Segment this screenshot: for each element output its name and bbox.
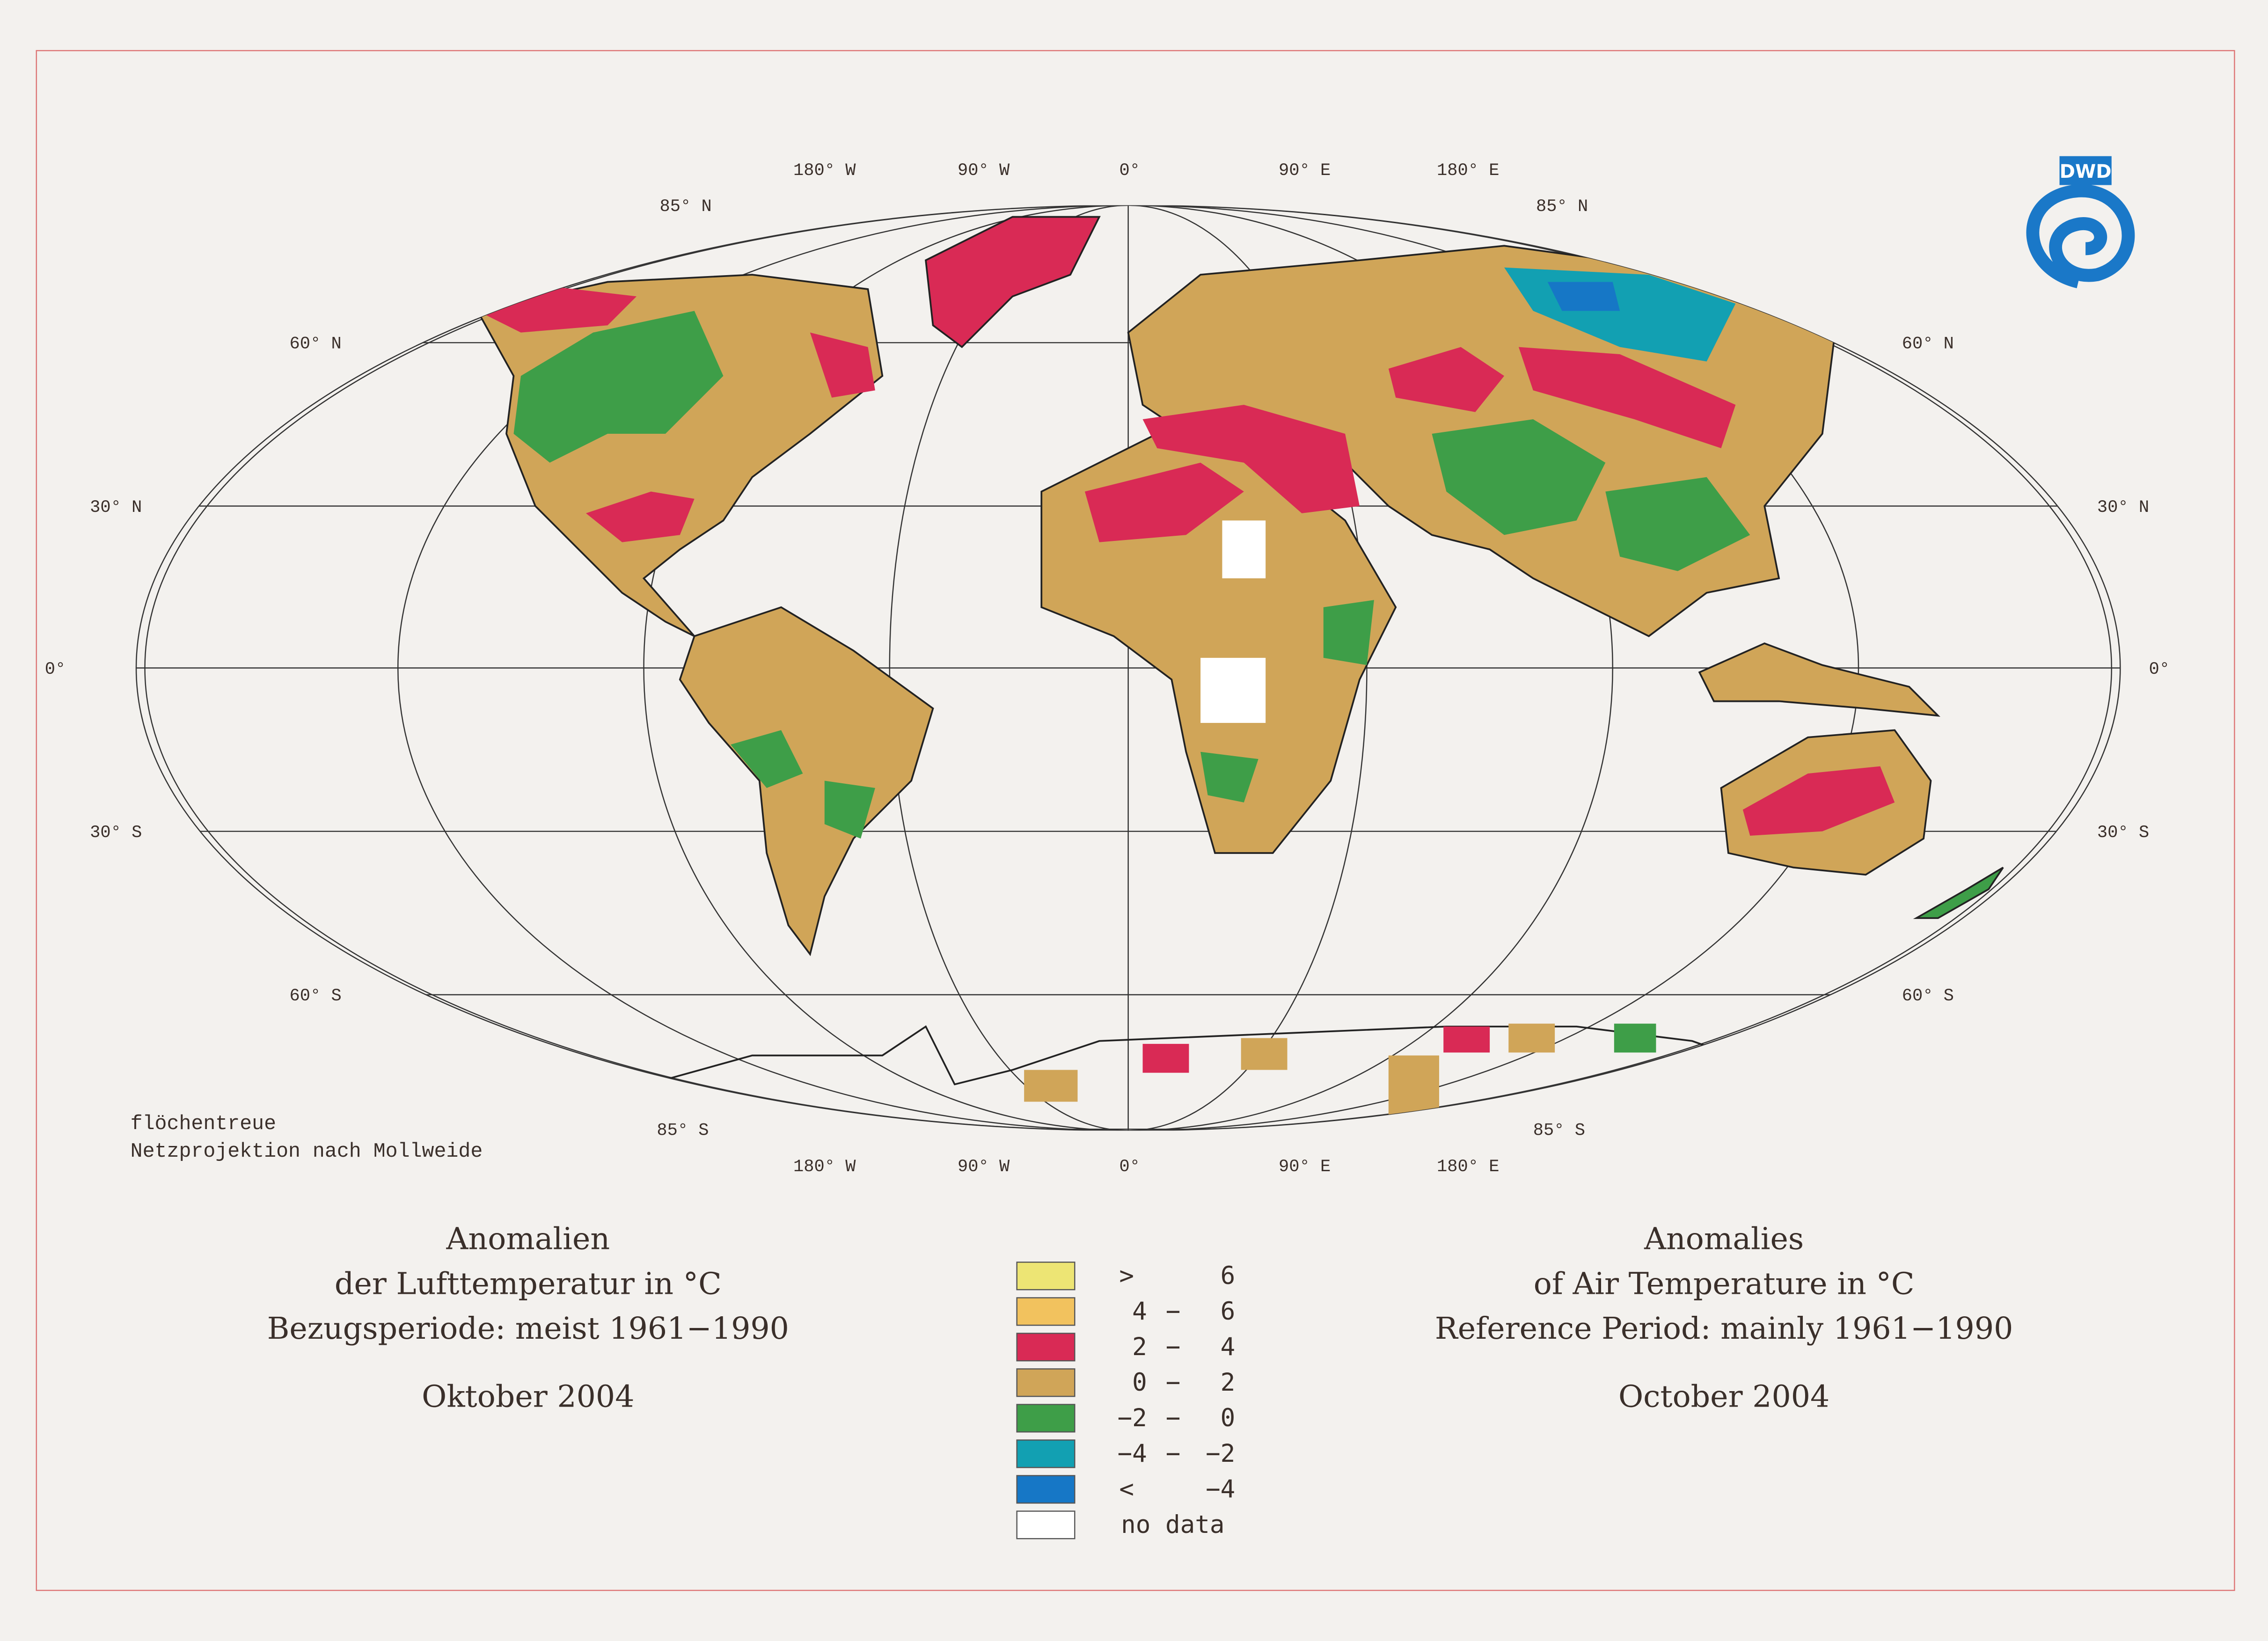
- anomaly-region: [1388, 347, 1505, 412]
- legend-high: 2: [1221, 1368, 1236, 1397]
- logo-badge: [2059, 156, 2112, 185]
- meridian-label: 180° E: [1437, 161, 1499, 181]
- anomaly-region: [1508, 1023, 1555, 1053]
- legend-low: 2: [1132, 1333, 1147, 1361]
- anomaly-region: [1142, 1043, 1189, 1073]
- anomaly-region: [1698, 642, 1940, 717]
- legend-high: 4: [1221, 1333, 1236, 1361]
- legend-swatch: [1016, 1404, 1075, 1433]
- anomaly-region: [1913, 867, 2004, 919]
- meridian-label: 180° W: [793, 1157, 856, 1177]
- parallel-label: 85° S: [657, 1121, 709, 1141]
- legend: >64−62−40−2−2−0−4− −2< −4no data: [1016, 1262, 1236, 1539]
- title-de: Oktober 2004: [422, 1379, 634, 1414]
- legend-low: 4: [1132, 1297, 1147, 1326]
- anomaly-region: [1432, 419, 1606, 535]
- titles: Anomalien der Lufttemperatur in °C Bezugsp…: [267, 1222, 2013, 1415]
- legend-swatch: [1016, 1333, 1075, 1362]
- legend-swatch: [1016, 1297, 1075, 1326]
- meridian-label: 90° E: [1279, 161, 1331, 181]
- anomaly-region: [1024, 1070, 1078, 1102]
- legend-sep: −: [1166, 1333, 1181, 1361]
- title-de: Bezugsperiode: meist 1961−1990: [267, 1311, 789, 1346]
- legend-high: −2: [1206, 1439, 1235, 1468]
- frame: [36, 50, 2235, 1591]
- legend-high: 0: [1221, 1404, 1236, 1432]
- anomaly-region: [925, 216, 1101, 349]
- legend-sep: −: [1166, 1439, 1181, 1468]
- anomaly-region: [1142, 405, 1360, 513]
- legend-sep: −: [1166, 1404, 1181, 1432]
- title-en: Anomalies: [1644, 1222, 1804, 1257]
- title-en: October 2004: [1618, 1379, 1829, 1414]
- meridian-label: 90° E: [1279, 1157, 1331, 1177]
- anomaly-region: [1084, 462, 1244, 542]
- legend-swatch: [1016, 1262, 1075, 1291]
- meridian-label: 90° W: [958, 1157, 1010, 1177]
- anomaly-region: [730, 730, 803, 788]
- legend-swatch: [1016, 1475, 1075, 1504]
- projection-note: Netzprojektion nach Mollweide: [131, 1140, 483, 1163]
- anomaly-region: [679, 606, 934, 956]
- anomaly-region: [1443, 1026, 1490, 1053]
- title-de: der Lufttemperatur in °C: [335, 1266, 722, 1301]
- parallel-label: 30° S: [2097, 823, 2149, 843]
- meridian-label: 180° E: [1437, 1157, 1499, 1177]
- legend-low: >: [1119, 1262, 1134, 1290]
- title-de: Anomalien: [446, 1222, 610, 1257]
- anomaly-region: [1241, 1038, 1288, 1070]
- legend-swatch: [1016, 1439, 1075, 1468]
- legend-low: <: [1119, 1475, 1134, 1503]
- anomaly-region: [824, 780, 875, 839]
- legend-swatch: [1016, 1368, 1075, 1397]
- logo-swirl: [2026, 184, 2135, 289]
- meridian-label: 0°: [1119, 161, 1140, 181]
- legend-high: 6: [1221, 1262, 1236, 1290]
- legend-high: 6: [1221, 1297, 1236, 1326]
- projection-note: flöchentreue: [131, 1112, 276, 1135]
- anomaly-region: [1200, 751, 1258, 802]
- meridian-label: 180° W: [793, 161, 856, 181]
- anomaly-region: [810, 332, 875, 398]
- legend-sep: −: [1166, 1368, 1181, 1397]
- meridian-label: 90° W: [958, 161, 1010, 181]
- legend-low: 0: [1132, 1368, 1147, 1397]
- legend-low: −2: [1118, 1404, 1147, 1432]
- anomaly-region: [1518, 347, 1736, 448]
- meridian-label: 0°: [1119, 1157, 1140, 1177]
- legend-high: −4: [1206, 1475, 1235, 1503]
- legend-sep: −: [1166, 1297, 1181, 1326]
- title-en: of Air Temperature in °C: [1534, 1266, 1915, 1301]
- parallel-label: 60° N: [1902, 335, 1954, 354]
- anomaly-region: [1614, 1023, 1656, 1053]
- anomaly-region: [1547, 282, 1620, 311]
- parallel-label: 60° S: [290, 986, 342, 1006]
- parallel-label: 0°: [45, 660, 66, 679]
- anomaly-region: [1605, 477, 1750, 571]
- anomaly-region: [585, 491, 695, 542]
- parallel-label: 60° N: [290, 335, 342, 354]
- logo-text: DWD: [2060, 161, 2112, 182]
- anomaly-region: [1388, 1055, 1439, 1116]
- graticule-labels: 180° W 180° W 90° W 90° W 0° 0° 90° E 90° E 180°…: [45, 161, 2170, 1177]
- legend-low: −4: [1118, 1439, 1147, 1468]
- legend-label: no data: [1121, 1510, 1224, 1539]
- parallel-label: 30° S: [90, 823, 142, 843]
- anomaly-region: [1323, 600, 1374, 665]
- parallel-label: 85° N: [1536, 197, 1588, 217]
- map: [136, 205, 2121, 1131]
- parallel-label: 85° S: [1533, 1121, 1585, 1141]
- logo: DWD: [2026, 156, 2135, 289]
- legend-swatch: [1016, 1510, 1075, 1539]
- parallel-label: 30° N: [90, 498, 142, 518]
- title-en: Reference Period: mainly 1961−1990: [1435, 1311, 2013, 1346]
- parallel-label: 85° N: [660, 197, 712, 217]
- land: [463, 216, 2004, 1116]
- parallel-label: 0°: [2149, 660, 2169, 679]
- anomaly-region: [1742, 766, 1895, 836]
- parallel-label: 60° S: [1902, 986, 1954, 1006]
- parallel-label: 30° N: [2097, 498, 2149, 518]
